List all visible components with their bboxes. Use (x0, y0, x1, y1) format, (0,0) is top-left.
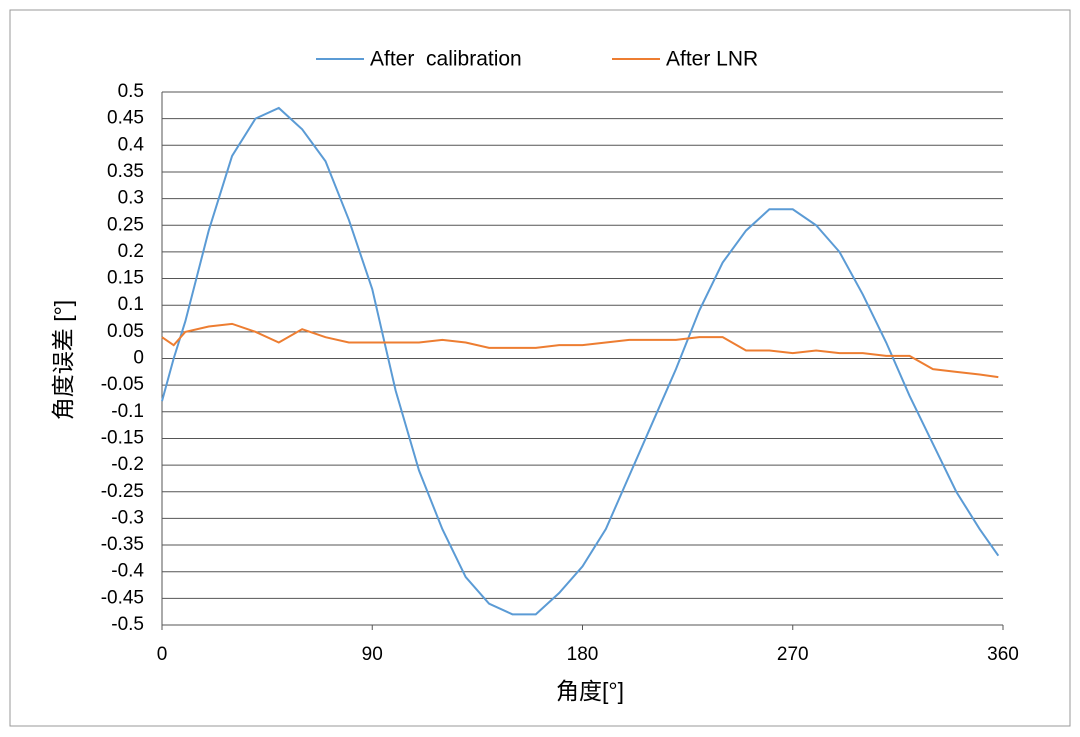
legend-label: After LNR (666, 48, 758, 71)
y-tick-label: -0.2 (111, 454, 144, 475)
y-tick-label: 0.4 (118, 134, 145, 155)
x-tick-label: 90 (362, 644, 383, 665)
series-line (161, 106, 1000, 616)
x-tick-label: 0 (157, 644, 168, 665)
x-tick-label: 270 (777, 644, 809, 665)
y-tick-label: -0.05 (101, 374, 144, 395)
y-tick-label: 0.5 (118, 81, 144, 102)
y-tick-label: 0.35 (107, 161, 144, 182)
y-tick-label: 0.3 (118, 188, 144, 209)
y-tick-label: 0.45 (107, 108, 144, 129)
legend-label: After calibration (370, 48, 522, 71)
x-axis-label: 角度[°] (556, 678, 624, 704)
y-tick-label: -0.4 (111, 561, 144, 582)
y-tick-label: 0.15 (107, 268, 144, 289)
y-tick-label: -0.5 (111, 614, 144, 635)
y-tick-label: -0.35 (101, 534, 144, 555)
y-tick-label: -0.45 (101, 587, 144, 608)
y-tick-label: -0.3 (111, 507, 144, 528)
y-tick-label: 0.2 (118, 241, 144, 262)
y-tick-label: 0.05 (107, 321, 144, 342)
series-line (161, 322, 999, 379)
x-tick-label: 360 (987, 644, 1019, 665)
x-tick-label: 180 (567, 644, 599, 665)
y-axis-label: 角度误差 [°] (50, 300, 76, 420)
chart-frame (9, 9, 1071, 727)
y-tick-label: 0 (133, 348, 144, 369)
y-tick-label: -0.25 (101, 481, 144, 502)
y-tick-label: 0.1 (118, 294, 144, 315)
y-tick-label: -0.1 (111, 401, 144, 422)
y-tick-label: -0.15 (101, 427, 144, 448)
y-tick-label: 0.25 (107, 214, 144, 235)
